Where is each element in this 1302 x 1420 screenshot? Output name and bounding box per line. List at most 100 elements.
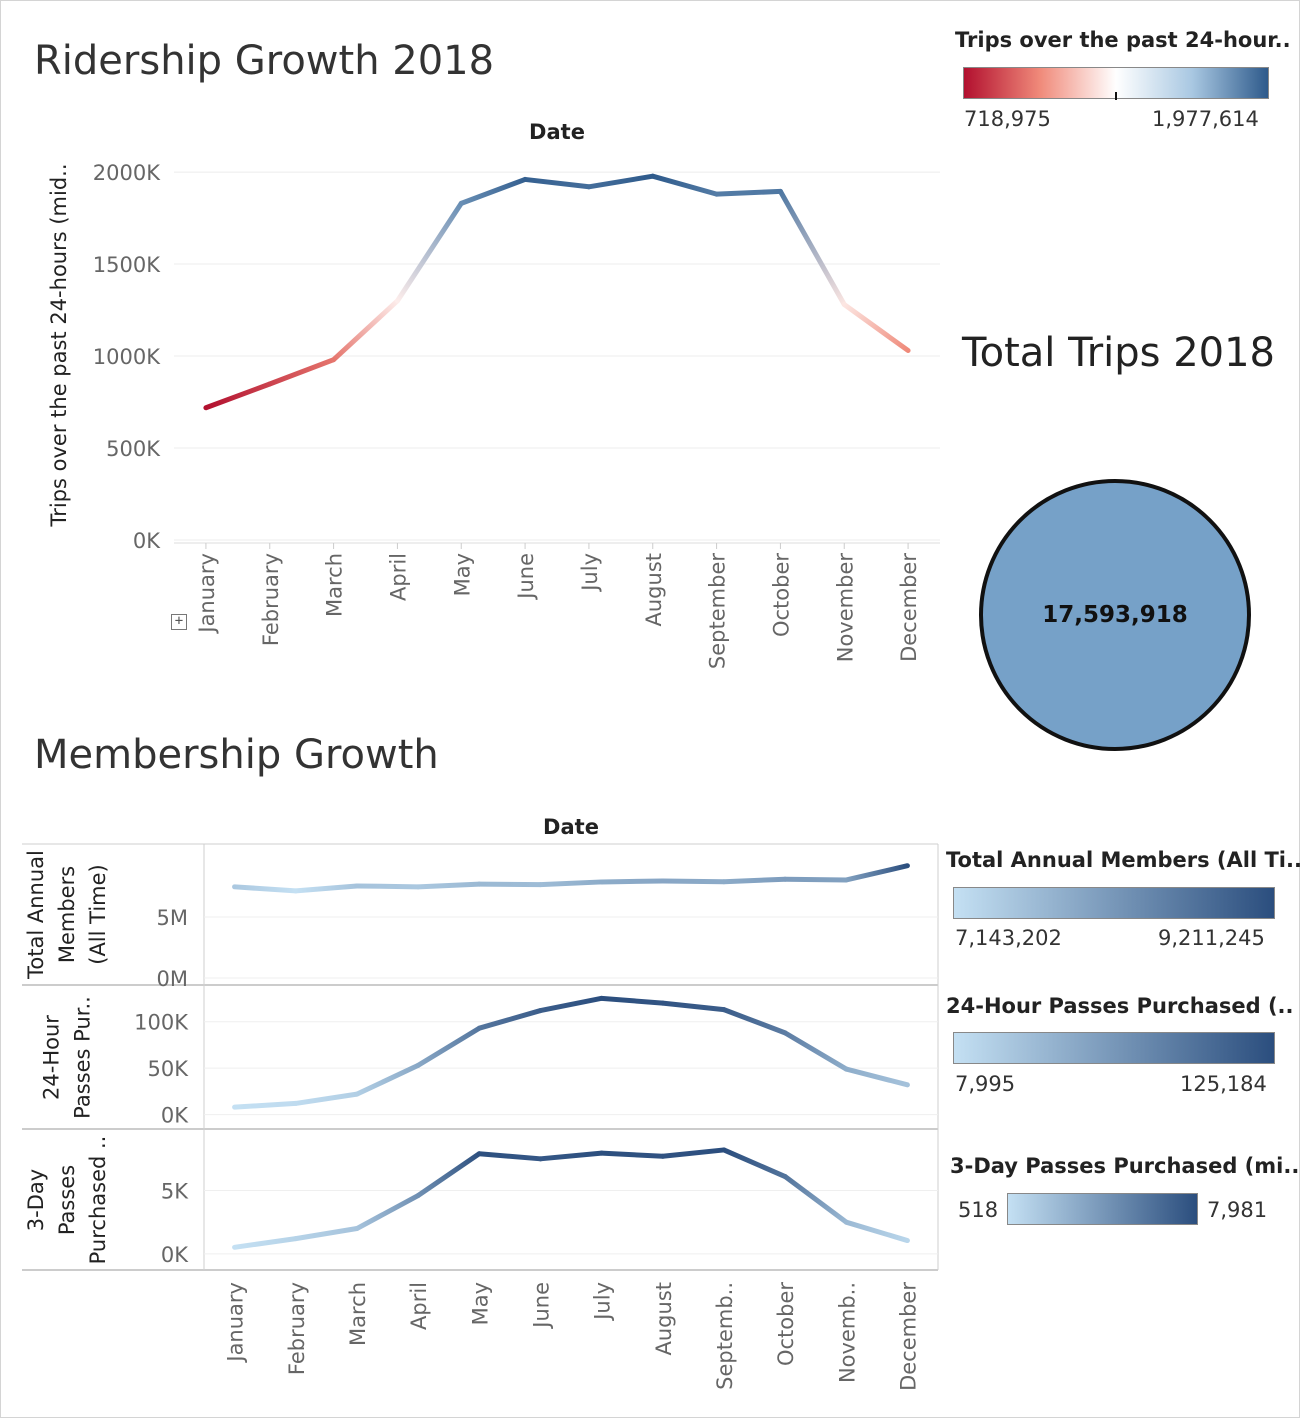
membership-x-tick-11: December <box>896 1282 920 1391</box>
ridership-line-segment-april <box>394 200 464 304</box>
membership-panel-0-y-title: Total Annual <box>24 850 48 980</box>
ridership-line-segment-february <box>267 357 337 387</box>
ridership-y-tick: 0K <box>133 529 161 553</box>
ridership-line-segment-october <box>777 188 847 308</box>
membership-panel-2-segment <box>843 1219 910 1244</box>
membership-panel-2-segment <box>232 1236 299 1250</box>
ridership-line-segment-march <box>331 298 400 363</box>
ridership-legend-max: 1,977,614 <box>1152 107 1259 131</box>
total-trips-circle: 17,593,918 <box>979 479 1251 751</box>
membership-line-chart: Date 0M 5M Total Annual Members (All Time) 0K 5… <box>22 815 939 1391</box>
ridership-line-segment-june <box>522 176 592 190</box>
legend-tick-mark <box>1115 92 1117 100</box>
ridership-x-tick-december: December <box>897 553 921 662</box>
membership-panel-0-segment <box>293 883 360 894</box>
membership-panel-1-segment <box>476 1008 543 1031</box>
ridership-line-segment-september <box>714 188 783 197</box>
membership-x-tick-2: March <box>346 1282 370 1346</box>
membership-panel-1-segment <box>415 1025 482 1068</box>
membership-panel-0-segment <box>843 863 910 883</box>
ridership-legend-title: Trips over the past 24-hour.. <box>955 28 1291 52</box>
membership-panel-0-segment <box>599 878 666 885</box>
membership-y-tick: 100K <box>134 1011 189 1035</box>
ridership-x-tick-june: June <box>514 553 538 601</box>
membership-x-tick-3: April <box>407 1282 431 1330</box>
three-day-legend-title: 3-Day Passes Purchased (mi.. <box>950 1154 1300 1178</box>
membership-panel-2-segment <box>599 1150 666 1159</box>
membership-y-tick: 0K <box>161 1243 189 1267</box>
total-trips-title: Total Trips 2018 <box>962 330 1275 376</box>
ridership-line-segment-august <box>650 173 720 197</box>
membership-x-tick-6: July <box>591 1282 615 1322</box>
membership-panel-2-y-title: 3-Day <box>24 1169 48 1231</box>
three-day-color-legend <box>1007 1193 1198 1225</box>
membership-panel-0-segment <box>660 878 727 885</box>
membership-x-tick-0: January <box>224 1282 248 1364</box>
ridership-line-chart: Date 0K 500K 1000K 1500K 2000K Trips over the … <box>47 120 940 669</box>
membership-x-tick-5: June <box>529 1282 553 1330</box>
three-day-legend-max: 7,981 <box>1207 1198 1268 1222</box>
day-pass-color-legend <box>953 1032 1275 1064</box>
ridership-x-tick-january: January <box>195 553 219 635</box>
membership-panel-0-segment <box>354 883 421 890</box>
ridership-line-segment-november <box>841 302 911 354</box>
membership-y-tick: 5M <box>157 906 188 930</box>
membership-panel-1-segment <box>232 1100 299 1110</box>
membership-x-header: Date <box>543 815 599 839</box>
ridership-x-tick-march: March <box>323 553 347 617</box>
membership-panel-1-segment <box>782 1030 849 1072</box>
membership-panel-1-segment <box>599 995 666 1006</box>
membership-title: Membership Growth <box>34 732 439 778</box>
membership-x-tick-8: Septemb.. <box>713 1282 737 1390</box>
membership-panel-0-segment <box>537 879 605 888</box>
total-trips-value: 17,593,918 <box>1042 602 1188 628</box>
ridership-x-tick-april: April <box>386 553 410 601</box>
ridership-line-segment-may <box>458 176 528 206</box>
ridership-y-tick: 500K <box>106 437 161 461</box>
ridership-x-tick-august: August <box>642 553 666 627</box>
expand-icon[interactable]: + <box>171 614 187 630</box>
day-pass-legend-title: 24-Hour Passes Purchased (.. <box>946 994 1294 1018</box>
day-pass-legend-min: 7,995 <box>955 1072 1016 1096</box>
ridership-line-segment-july <box>586 173 656 190</box>
membership-panel-1-segment <box>293 1091 360 1106</box>
members-legend-title: Total Annual Members (All Ti.. <box>946 848 1302 872</box>
membership-panel-2-y-title: Purchased .. <box>86 1136 110 1265</box>
membership-panel-0-segment <box>782 876 849 883</box>
ridership-x-tick-november: November <box>833 553 857 663</box>
ridership-line-segment-january <box>203 381 273 411</box>
membership-y-tick: 50K <box>148 1057 190 1081</box>
membership-panel-1-segment <box>354 1062 421 1097</box>
membership-panel-0-y-title: (All Time) <box>86 864 110 965</box>
membership-panel-2-segment <box>660 1147 727 1159</box>
membership-panel-2-segment <box>293 1226 360 1242</box>
membership-y-tick: 0K <box>161 1104 189 1128</box>
membership-x-tick-10: Novemb.. <box>835 1282 859 1383</box>
membership-x-tick-7: August <box>652 1282 676 1356</box>
three-day-legend-min: 518 <box>958 1198 999 1222</box>
membership-panel-1-y-title: 24-Hour <box>40 1015 64 1100</box>
membership-panel-2-segment <box>476 1151 543 1162</box>
membership-panel-1-segment <box>660 1000 727 1013</box>
ridership-y-tick: 1000K <box>93 345 161 369</box>
membership-panel-1-segment <box>537 995 605 1014</box>
membership-panel-2-segment <box>415 1151 482 1199</box>
members-color-legend <box>953 887 1275 919</box>
membership-panel-2-y-title: Passes <box>55 1165 79 1235</box>
membership-y-tick: 0M <box>157 967 188 991</box>
ridership-x-tick-july: July <box>578 553 602 593</box>
members-legend-max: 9,211,245 <box>1158 926 1265 950</box>
ridership-y-tick: 1500K <box>93 253 161 277</box>
membership-panel-0-segment <box>415 881 482 890</box>
membership-x-tick-9: October <box>774 1282 798 1366</box>
day-pass-legend-max: 125,184 <box>1180 1072 1267 1096</box>
ridership-x-tick-october: October <box>769 553 793 637</box>
membership-x-tick-1: February <box>285 1282 309 1375</box>
membership-panel-1-segment <box>843 1066 910 1088</box>
membership-panel-2-segment <box>782 1174 849 1225</box>
ridership-y-axis-title: Trips over the past 24-hours (mid.. <box>47 163 71 527</box>
ridership-x-tick-september: September <box>706 553 730 669</box>
membership-panel-2-segment <box>354 1193 421 1232</box>
membership-panel-1-y-title: Passes Pur.. <box>71 996 95 1119</box>
